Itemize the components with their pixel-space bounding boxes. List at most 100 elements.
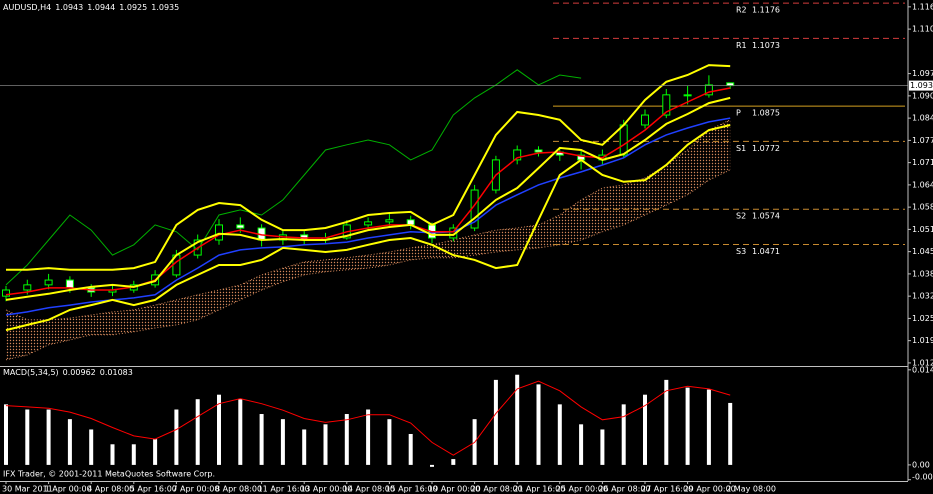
macd-bar [579,424,584,465]
y-tick-label: 1.1100 [912,25,933,34]
y-tick-label: 1.0255 [912,314,933,323]
x-tick-label: 8 Apr 08:00 [215,485,262,494]
indicator-line [5,124,731,332]
y-tick-label: 1.1165 [912,2,933,11]
symbol: AUDUSD,H4 [3,3,51,12]
macd-signal-value: 0.01083 [100,368,133,377]
macd-bar [174,409,179,465]
ohlc-close: 1.0935 [151,3,179,12]
macd-y-tick-label: 0.01476 [912,365,933,374]
macd-bar [515,374,520,465]
copyright: IFX Trader, © 2001-2011 MetaQuotes Softw… [3,470,215,479]
macd-bar [643,394,647,465]
macd-bar [387,419,392,465]
y-tick-label: 1.0840 [912,114,933,123]
macd-y-tick-label: -0.0023 [912,473,933,482]
candle-body [65,279,74,289]
macd-y-tick-label: 0.00 [912,460,930,469]
macd-bar [217,394,221,465]
macd-bar [89,429,94,465]
macd-bar [451,459,456,465]
current-price-label: 1.0935 [910,81,933,90]
macd-bar [110,444,115,465]
indicator-line [5,87,731,296]
ichimoku-span-a [5,119,731,321]
x-tick-label: 5 Apr 16:00 [130,485,177,494]
x-tick-label: 1 Apr 00:00 [45,485,92,494]
pivot-value: 1.0574 [752,212,780,221]
macd-bar [4,404,8,465]
macd-bar [493,379,498,465]
x-tick-label: 20 Apr 08:00 [471,485,523,494]
x-tick-label: 15 Apr 16:00 [385,485,437,494]
y-tick-label: 1.0385 [912,269,933,278]
x-tick-label: 30 Mar 2011 [2,485,53,494]
macd-bar [685,387,690,465]
current-price-box [909,80,933,91]
macd-bar [408,433,413,465]
pivot-name: R1 [736,41,747,50]
x-tick-label: 14 Apr 08:00 [343,485,395,494]
macd-bar [728,402,733,465]
x-tick-label: 25 Apr 00:00 [556,485,608,494]
candle-body [513,149,522,161]
x-tick-label: 11 Apr 16:00 [258,485,310,494]
ichimoku-cloud [6,119,731,360]
candle-body [2,289,10,297]
x-tick-label: 19 Apr 00:00 [428,485,480,494]
candle-body [44,279,53,286]
macd-bar [557,404,562,465]
y-tick-label: 1.0970 [912,69,933,78]
x-tick-label: 13 Apr 00:00 [300,485,352,494]
x-tick-label: 4 Apr 08:00 [87,485,134,494]
macd-value: 0.00962 [63,368,96,377]
pivot-value: 1.0875 [752,109,780,118]
y-tick-label: 1.0320 [912,292,933,301]
macd-bar [344,414,349,465]
x-tick-label: 29 Apr 00:00 [684,485,736,494]
candle-body [662,94,671,116]
pivot-value: 1.0471 [752,247,780,256]
x-tick-label: 7 Apr 00:00 [172,485,219,494]
ohlc-high: 1.0944 [87,3,115,12]
y-tick-label: 1.0645 [912,180,933,189]
x-tick-label: 26 Apr 08:00 [598,485,650,494]
y-tick-label: 1.0905 [912,91,933,100]
macd-bar [706,389,711,465]
macd-header: MACD(5,34,5) 0.00962 0.01083 [3,368,133,377]
indicator-line [5,117,731,316]
macd-signal-line [5,380,731,456]
macd-bar [46,409,51,465]
x-tick-label: 27 Apr 16:00 [641,485,693,494]
y-tick-label: 1.0710 [912,158,933,167]
macd-bar [280,419,285,465]
macd-bar [259,414,264,465]
macd-bar [153,439,158,465]
macd-bar [536,384,541,465]
x-tick-label: 21 Apr 16:00 [513,485,565,494]
indicator-line [5,69,582,286]
candle-body [23,284,32,291]
indicator-line [5,96,731,301]
candle-body [683,94,692,97]
pivot-value: 1.1176 [752,6,780,15]
y-tick-label: 1.0125 [912,358,933,367]
macd-bar [366,409,371,465]
candle-body [619,124,628,156]
y-tick-label: 1.0450 [912,247,933,256]
macd-title: MACD(5,34,5) [3,368,59,377]
indicator-line [6,64,731,271]
macd-bar [600,429,605,465]
macd-bar [238,399,243,465]
macd-bar [621,404,626,465]
macd-bar [323,424,328,465]
candle-body [534,149,543,153]
macd-bar [302,429,307,465]
pivot-name: S1 [736,144,746,153]
macd-bar [664,379,669,465]
y-tick-label: 1.0580 [912,203,933,212]
macd-bar [67,419,72,465]
